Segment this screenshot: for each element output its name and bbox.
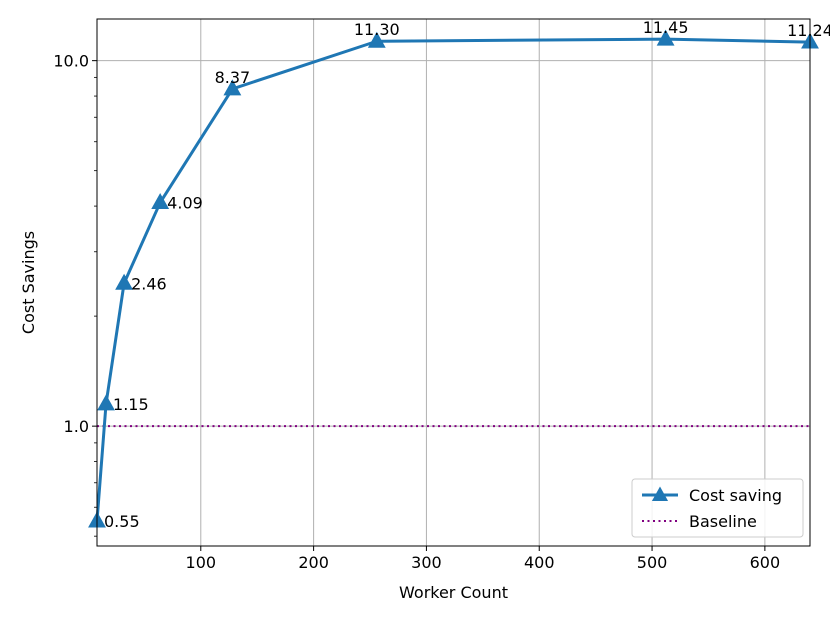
data-label: 0.55	[104, 512, 140, 531]
grid	[97, 19, 810, 546]
x-tick-label: 100	[186, 553, 217, 572]
data-label: 4.09	[167, 194, 203, 213]
x-tick-label: 600	[750, 553, 781, 572]
legend-label-cost-saving: Cost saving	[689, 486, 782, 505]
plot-frame	[96, 18, 811, 547]
data-label: 8.37	[215, 68, 251, 87]
y-tick-label: 10.0	[53, 52, 89, 71]
data-label: 2.46	[131, 274, 167, 293]
y-tick-label: 1.0	[64, 417, 89, 436]
axis-ticks: 100 200 300 400 500 600 1.0 10.0	[53, 52, 780, 572]
x-tick-label: 500	[637, 553, 668, 572]
cost-saving-marker	[223, 79, 242, 96]
cost-saving-marker	[97, 394, 115, 411]
data-label: 11.30	[354, 20, 400, 39]
plot-series	[88, 29, 819, 528]
cost-saving-marker	[367, 31, 386, 48]
x-axis-label: Worker Count	[399, 583, 508, 602]
cost-saving-line	[95, 37, 811, 522]
x-tick-label: 400	[524, 553, 555, 572]
data-labels: 0.55 1.15 2.46 4.09 8.37 11.30 11.45 11.24	[104, 18, 830, 531]
data-label: 11.24	[787, 21, 830, 40]
legend-label-baseline: Baseline	[689, 512, 757, 531]
legend-marker-cost-saving	[651, 486, 669, 501]
x-tick-label: 200	[298, 553, 329, 572]
data-label: 1.15	[113, 395, 149, 414]
cost-saving-marker	[151, 193, 170, 210]
cost-saving-marker	[115, 273, 134, 290]
cost-saving-marker	[656, 29, 675, 46]
y-axis-label: Cost Savings	[19, 231, 38, 334]
legend: Cost saving Baseline	[631, 478, 804, 538]
x-tick-label: 300	[411, 553, 442, 572]
data-label: 11.45	[643, 18, 689, 37]
